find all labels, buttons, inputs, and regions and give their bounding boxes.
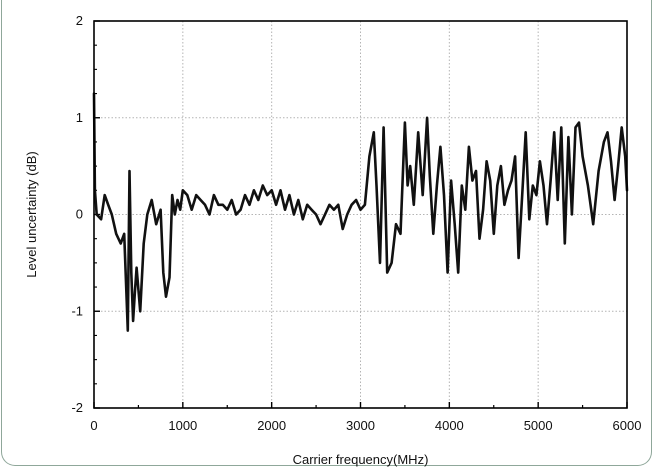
x-tick-label: 3000 xyxy=(346,418,375,433)
y-axis-title: Level uncertainty (dB) xyxy=(24,151,39,277)
x-tick-labels: 0 1000 2000 3000 4000 5000 6000 xyxy=(90,418,641,433)
y-tick-label: 1 xyxy=(76,110,83,125)
x-tick-label: 5000 xyxy=(524,418,553,433)
x-tick-label: 1000 xyxy=(168,418,197,433)
y-tick-label: -2 xyxy=(71,400,83,415)
y-tick-labels: -2 -1 0 1 2 xyxy=(71,13,83,415)
series-layer xyxy=(92,92,629,332)
x-tick-label: 4000 xyxy=(435,418,464,433)
y-tick-label: -1 xyxy=(71,303,83,318)
y-tick-label: 0 xyxy=(76,207,83,222)
x-tick-label: 2000 xyxy=(257,418,286,433)
plot-area-frame xyxy=(93,20,628,409)
series-line xyxy=(92,92,629,332)
x-axis-title: Carrier frequency(MHz) xyxy=(293,452,429,467)
x-tick-label: 6000 xyxy=(613,418,642,433)
y-tick-label: 2 xyxy=(76,13,83,28)
x-tick-label: 0 xyxy=(90,418,97,433)
